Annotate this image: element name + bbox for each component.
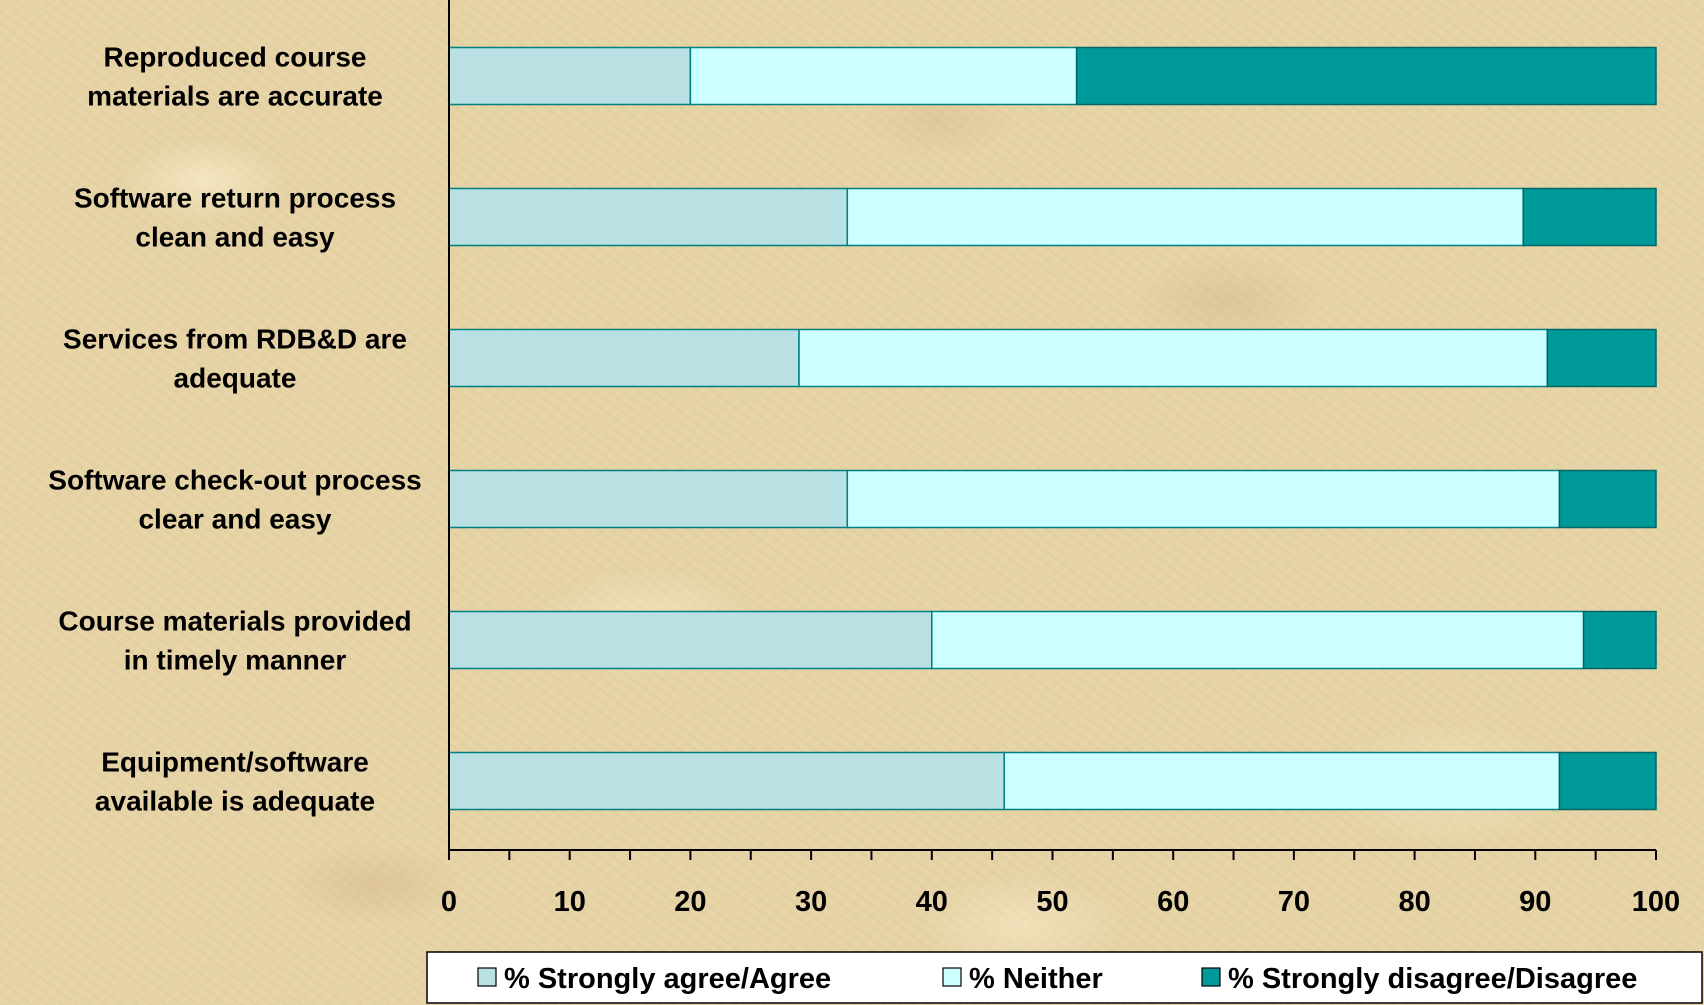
category-label: clear and easy [138,504,331,535]
category-label: Software return process [74,183,396,214]
category-label: materials are accurate [87,81,383,112]
bar-segment [448,610,933,670]
x-tick-label: 0 [441,886,457,918]
category-label: Services from RDB&D are [63,324,407,355]
legend: % Strongly agree/Agree % Neither % Strongl… [426,951,1703,1004]
bar-segment [1558,751,1657,811]
bar-segment [846,187,1524,247]
category-label: Reproduced course [104,42,367,73]
x-tick-label: 50 [1036,886,1068,918]
bar-segment [1546,328,1657,388]
category-label: clean and easy [135,222,335,253]
legend-swatch [477,967,497,987]
x-tick-label: 60 [1157,886,1189,918]
bar-segment [1003,751,1561,811]
bar-segment [448,187,849,247]
category-label: available is adequate [95,786,375,817]
category-label: in timely manner [124,645,347,676]
category-labels: Reproduced course materials are accurate S… [48,42,421,817]
legend-label: % Neither [969,963,1103,995]
x-tick-label: 20 [674,886,706,918]
x-tick-label: 80 [1398,886,1430,918]
bar-segment [689,46,1078,106]
category-label: Software check-out process [48,465,421,496]
x-tick-label: 10 [554,886,586,918]
bar-segment [448,46,692,106]
legend-label: % Strongly agree/Agree [504,963,831,995]
bar-segment [448,469,849,529]
bar-segment [448,751,1005,811]
x-tick-label: 30 [795,886,827,918]
bar-segment [1558,469,1657,529]
x-tick-label: 40 [916,886,948,918]
category-label: adequate [174,363,297,394]
x-tick-label: 100 [1632,886,1680,918]
axes-group [448,0,1656,851]
legend-swatch [942,967,962,987]
legend-label: % Strongly disagree/Disagree [1228,963,1637,995]
x-tick-label: 90 [1519,886,1551,918]
bar-segment [448,328,800,388]
category-label: Equipment/software [101,747,369,778]
bars-group [448,46,1657,811]
bar-segment [931,610,1585,670]
legend-swatch [1201,967,1221,987]
category-label: Course materials provided [58,606,411,637]
x-ticks: 0 10 20 30 40 50 60 70 80 90 100 [441,850,1680,918]
bar-segment [798,328,1549,388]
x-tick-label: 70 [1278,886,1310,918]
bar-segment [1522,187,1657,247]
bar-segment [846,469,1561,529]
bar-segment [1075,46,1657,106]
legend-box [426,951,1703,1004]
bar-segment [1582,610,1657,670]
